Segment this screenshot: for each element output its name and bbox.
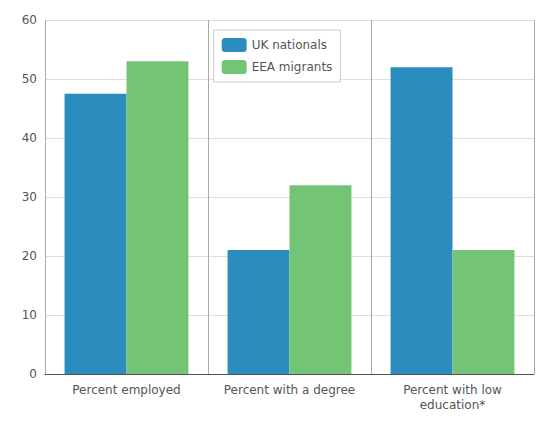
svg-text:Percent employed: Percent employed [72, 383, 180, 397]
svg-text:EEA migrants: EEA migrants [252, 60, 333, 74]
svg-text:Percent with low: Percent with low [403, 383, 502, 397]
svg-text:0: 0 [29, 367, 37, 381]
svg-text:20: 20 [22, 249, 37, 263]
svg-text:Percent with a degree: Percent with a degree [224, 383, 355, 397]
svg-text:UK nationals: UK nationals [252, 38, 327, 52]
svg-text:40: 40 [22, 131, 37, 145]
svg-text:50: 50 [22, 72, 37, 86]
svg-text:30: 30 [22, 190, 37, 204]
svg-text:60: 60 [22, 13, 37, 27]
svg-text:education*: education* [420, 398, 486, 412]
svg-text:10: 10 [22, 308, 37, 322]
